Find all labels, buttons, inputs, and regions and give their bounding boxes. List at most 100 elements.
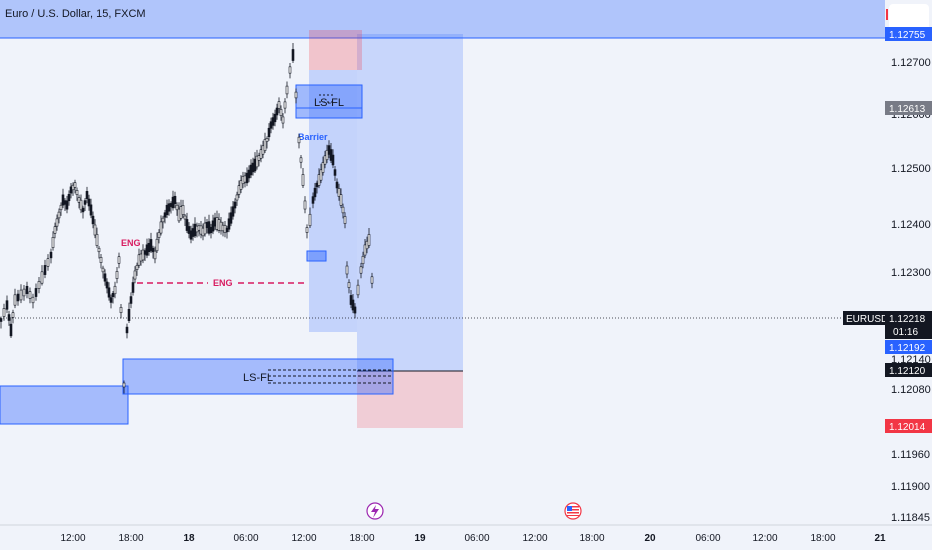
candle-body	[243, 175, 247, 183]
time-axis-label: 18:00	[349, 533, 374, 544]
time-axis[interactable]: 12:00 18:00 18 06:00 12:00 18:00 19 06:00 12:00 1…	[60, 533, 886, 544]
candle-body	[173, 195, 177, 205]
candle-body	[2, 308, 6, 317]
time-axis-label: 12:00	[60, 533, 85, 544]
candle-body	[149, 239, 153, 251]
candle-body	[239, 180, 243, 190]
candle-body	[331, 154, 335, 166]
us-flag-icon[interactable]	[564, 502, 582, 520]
position-profit-zone	[357, 34, 463, 371]
candle-body	[40, 271, 44, 284]
time-axis-label: 12:00	[522, 533, 547, 544]
countdown-text: 01:16	[893, 327, 918, 338]
time-axis-label: 12:00	[752, 533, 777, 544]
candle-body	[87, 198, 91, 207]
candle-body	[169, 203, 173, 207]
settings-tag[interactable]	[889, 4, 929, 31]
candle-body	[211, 220, 215, 232]
candle-body	[16, 293, 20, 302]
candle-body	[195, 225, 199, 233]
ls-fl-lower-label: LS-FL	[243, 372, 273, 384]
candle-body	[13, 294, 17, 306]
left-demand-box[interactable]	[0, 385, 129, 425]
candle-body	[5, 300, 9, 310]
candle-body	[115, 271, 119, 279]
candle-body	[325, 149, 329, 161]
candle-body	[153, 250, 157, 260]
candle-body	[213, 217, 217, 227]
black-price-tag	[885, 363, 932, 377]
candle-body	[22, 288, 26, 297]
grey-price-tag	[885, 101, 932, 115]
candle-body	[99, 257, 103, 263]
candle-body	[345, 265, 349, 275]
candle-body	[71, 184, 75, 191]
candle-body	[51, 237, 55, 248]
candle-body	[281, 116, 285, 124]
candle-body	[207, 221, 211, 234]
candle-body	[73, 182, 77, 188]
candle-body	[67, 193, 71, 202]
candle-body	[79, 199, 83, 211]
candlestick-series	[0, 42, 374, 394]
symbol-tag-text: EURUSD	[846, 314, 888, 325]
top-highlight-tag-text: 1.12755	[889, 30, 926, 41]
candle-body	[81, 207, 85, 213]
price-tick-label: 1.12500	[891, 163, 931, 175]
time-axis-label: 06:00	[233, 533, 258, 544]
price-scale[interactable]	[885, 0, 932, 550]
candle-body	[171, 196, 175, 209]
lightning-icon[interactable]	[366, 502, 384, 520]
candle-body	[7, 314, 11, 321]
candle-body	[245, 172, 249, 184]
candle-body	[229, 212, 233, 224]
candle-body	[219, 221, 223, 232]
last-price-tag	[885, 311, 932, 339]
candle-body	[197, 225, 201, 231]
candle-body	[347, 282, 351, 288]
eng-lower-label: ENG	[213, 278, 233, 288]
small-zone-box[interactable]	[306, 250, 327, 262]
candle-body	[367, 234, 371, 246]
candle-body	[305, 227, 309, 233]
candle-body	[291, 49, 295, 61]
time-axis-label: 18:00	[118, 533, 143, 544]
candle-body	[127, 308, 131, 322]
candle-body	[0, 318, 3, 322]
candle-body	[253, 158, 257, 172]
red-price-tag	[885, 419, 932, 433]
candle-body	[119, 306, 123, 314]
candle-body	[157, 232, 161, 238]
candle-body	[189, 230, 193, 240]
candle-body	[97, 247, 101, 253]
price-tick-label: 1.12700	[891, 57, 931, 69]
candle-body	[43, 265, 47, 275]
candle-body	[359, 266, 363, 274]
candle-body	[31, 296, 35, 304]
candle-body	[267, 127, 271, 138]
candle-body	[167, 203, 171, 212]
candle-body	[65, 200, 69, 210]
candle-body	[217, 219, 221, 231]
candle-body	[69, 186, 73, 194]
candle-body	[105, 281, 109, 289]
time-axis-label: 06:00	[695, 533, 720, 544]
candle-body	[91, 215, 95, 225]
candle-body	[241, 175, 245, 185]
candle-body	[201, 227, 205, 237]
price-tick-label: 1.11900	[891, 481, 930, 493]
grey-price-tag-text: 1.12613	[889, 104, 926, 115]
candle-body	[147, 242, 151, 253]
red-price-tag-text: 1.12014	[889, 422, 926, 433]
candle-body	[109, 297, 113, 303]
candle-body	[227, 218, 231, 230]
candle-body	[301, 174, 305, 186]
candle-body	[181, 205, 185, 215]
candle-body	[63, 200, 67, 205]
candle-body	[55, 218, 59, 227]
candle-body	[333, 169, 337, 176]
candle-body	[19, 289, 23, 301]
candle-body	[77, 197, 81, 203]
